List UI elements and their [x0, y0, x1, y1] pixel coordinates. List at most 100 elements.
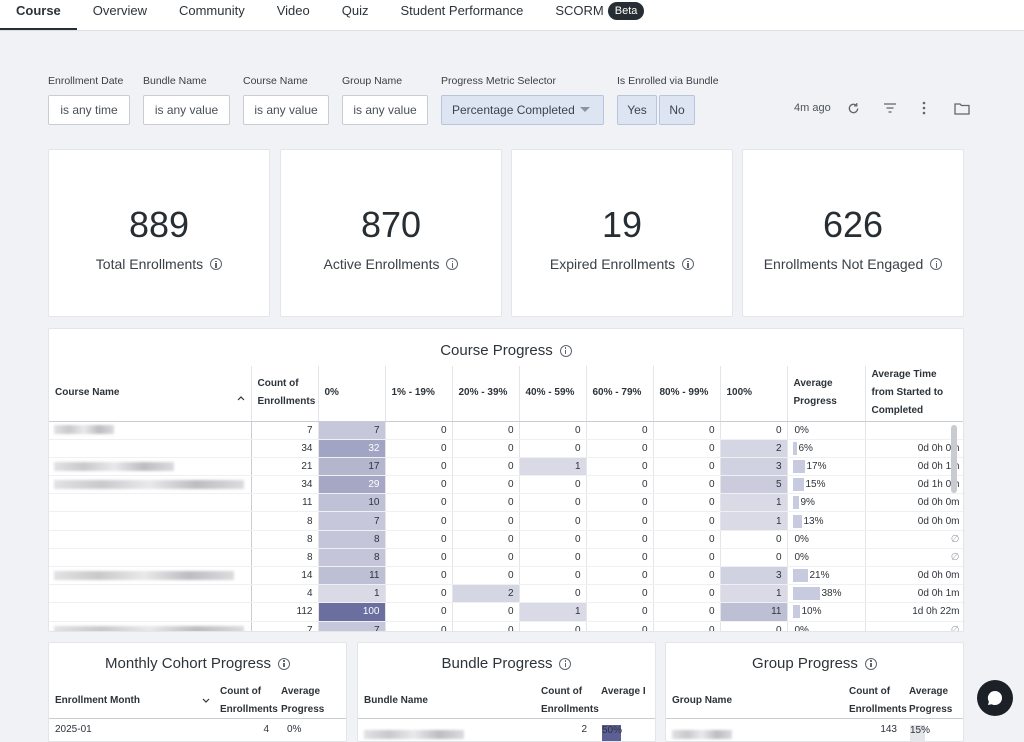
cell-bucket: 0: [519, 511, 587, 531]
progress-metric-select[interactable]: Percentage Completed: [441, 95, 604, 125]
tab-scorm[interactable]: SCORM Beta: [539, 0, 660, 30]
no-toggle[interactable]: No: [659, 95, 695, 125]
cell-bucket: 0: [385, 548, 453, 568]
avg-progress-bar: [792, 478, 804, 492]
cell-bucket: 0: [586, 475, 654, 495]
tab-overview[interactable]: Overview: [92, 3, 147, 18]
column-header[interactable]: 0%: [317, 366, 385, 422]
scroll-thumb[interactable]: [951, 425, 957, 493]
cell-bucket: 3: [720, 566, 788, 586]
column-header[interactable]: Average Time from Started to Completed: [864, 366, 963, 422]
info-icon[interactable]: [682, 258, 695, 270]
group-name-input[interactable]: is any value: [342, 95, 428, 125]
table-header-row: Enrollment Month Count of Enrollments Av…: [49, 683, 346, 719]
refresh-icon[interactable]: [845, 99, 863, 117]
column-header[interactable]: Course Name: [49, 366, 251, 422]
col-avg-progress[interactable]: Average Progress: [909, 686, 953, 715]
cell-course-name-redacted: [49, 457, 252, 477]
info-icon[interactable]: [277, 657, 290, 670]
info-icon[interactable]: [559, 657, 572, 670]
tab-video[interactable]: Video: [276, 3, 310, 18]
kpi-label: Expired Enrollments: [512, 256, 732, 272]
table-row[interactable]: 7 7 0 0 0 0 0 0 0%: [49, 421, 963, 440]
col-bundle-name[interactable]: Bundle Name: [364, 695, 428, 706]
cell-bucket: 0: [452, 566, 520, 586]
column-header[interactable]: 20% - 39%: [451, 366, 519, 422]
folder-icon[interactable]: [953, 99, 971, 117]
table-row[interactable]: 4 1 0 2 0 0 0 1 38% 0d 0h 1m: [49, 584, 963, 604]
bundle-name-input[interactable]: is any value: [143, 95, 230, 125]
table-row[interactable]: 7 7 0 0 0 0 0 0 0% ∅: [49, 621, 963, 631]
table-row[interactable]: 8 7 0 0 0 0 0 1 13% 0d 0h 0m: [49, 511, 963, 531]
col-enrollment-month[interactable]: Enrollment Month: [55, 695, 140, 706]
cell-bucket: 0: [519, 566, 587, 586]
cell-count: 21: [251, 457, 319, 477]
cell-avg-time: ∅: [865, 548, 963, 568]
group-progress-panel: Group Progress Group Name Count of Enrol…: [665, 642, 964, 742]
table-row[interactable]: 8 8 0 0 0 0 0 0 0% ∅: [49, 530, 963, 549]
column-header[interactable]: Count of Enrollments: [250, 366, 318, 422]
table-row[interactable]: 34 32 0 0 0 0 0 2 6% 0d 0h 0m: [49, 439, 963, 458]
column-header[interactable]: 40% - 59%: [518, 366, 586, 422]
tab-student-performance[interactable]: Student Performance: [400, 3, 524, 18]
tab-quiz[interactable]: Quiz: [341, 3, 369, 18]
column-header[interactable]: 60% - 79%: [585, 366, 653, 422]
info-icon[interactable]: [559, 344, 572, 357]
kpi-total-enrollments: 889 Total Enrollments: [48, 149, 270, 317]
col-count[interactable]: Count of Enrollments: [849, 686, 907, 715]
info-icon[interactable]: [930, 258, 943, 270]
chevron-up-icon[interactable]: [237, 390, 245, 408]
panel-title: Monthly Cohort Progress: [49, 655, 346, 672]
col-avg-progress[interactable]: Average Progres..: [601, 686, 645, 697]
table-scrollbar[interactable]: [951, 425, 957, 630]
cell-bucket: 0: [653, 421, 721, 440]
more-vert-icon[interactable]: [915, 99, 933, 117]
filter-icon[interactable]: [881, 99, 899, 117]
course-progress-table: Course Name Count of Enrollments 0% 1% - 19…: [49, 366, 963, 631]
enrollment-date-input[interactable]: is any time: [48, 95, 130, 125]
course-name-input[interactable]: is any value: [243, 95, 329, 125]
panel-title-text: Monthly Cohort Progress: [105, 655, 271, 672]
cell-bucket: 0: [586, 566, 654, 586]
cell-bucket: 0: [385, 475, 453, 495]
tab-bar: Course Overview Community Video Quiz Stu…: [0, 0, 1024, 31]
info-icon[interactable]: [446, 258, 459, 270]
cell-course-name-redacted: [49, 475, 252, 495]
column-header[interactable]: 100%: [719, 366, 787, 422]
cell-bucket: 0: [653, 548, 721, 568]
cell-bucket: 0: [385, 421, 453, 440]
cell-count: 143: [880, 724, 897, 735]
table-body: 7 7 0 0 0 0 0 0 0% 34 32 0 0 0 0 0 2 6% 0d 0h 0m 21 17 0 0 1 0 0 3…: [49, 421, 963, 631]
col-group-name[interactable]: Group Name: [672, 695, 733, 706]
cell-avg-progress: 6%: [787, 439, 866, 458]
kpi-value: 626: [822, 204, 884, 245]
column-header[interactable]: 80% - 99%: [652, 366, 720, 422]
cell-bucket: 0: [586, 548, 654, 568]
table-row[interactable]: 11 10 0 0 0 0 0 1 9% 0d 0h 0m: [49, 493, 963, 513]
cell-avg-progress: 0%: [787, 530, 866, 549]
col-avg-progress[interactable]: Average Progress: [281, 686, 325, 715]
cell-avg-text: 13%: [803, 515, 824, 527]
table-row[interactable]: 21 17 0 0 1 0 0 3 17% 0d 0h 1m: [49, 457, 963, 477]
table-row[interactable]: 112 100 0 0 1 0 0 11 10% 1d 0h 22m: [49, 602, 963, 622]
yes-toggle[interactable]: Yes: [617, 95, 657, 125]
column-header[interactable]: 1% - 19%: [384, 366, 452, 422]
panel-title: Course Progress: [49, 342, 963, 359]
info-icon[interactable]: [210, 258, 223, 270]
chevron-down-icon[interactable]: [202, 692, 210, 710]
table-row[interactable]: 14 11 0 0 0 0 0 3 21% 0d 0h 0m: [49, 566, 963, 586]
column-header[interactable]: Average Progress: [786, 366, 865, 422]
col-count[interactable]: Count of Enrollments: [220, 686, 278, 715]
chat-button[interactable]: [977, 680, 1013, 716]
filter-course-name: Course Name is any value: [243, 75, 329, 125]
tab-course[interactable]: Course: [0, 0, 77, 30]
cell-bucket: 0: [519, 621, 587, 631]
table-row[interactable]: 8 8 0 0 0 0 0 0 0% ∅: [49, 548, 963, 568]
table-row[interactable]: 34 29 0 0 0 0 0 5 15% 0d 1h 0m: [49, 475, 963, 495]
panel-title: Bundle Progress: [358, 655, 655, 672]
cell-bucket: 11: [720, 602, 788, 622]
cell-month: 2025-01: [55, 724, 92, 735]
tab-community[interactable]: Community: [178, 3, 245, 18]
col-count[interactable]: Count of Enrollments: [541, 686, 599, 715]
info-icon[interactable]: [864, 657, 877, 670]
